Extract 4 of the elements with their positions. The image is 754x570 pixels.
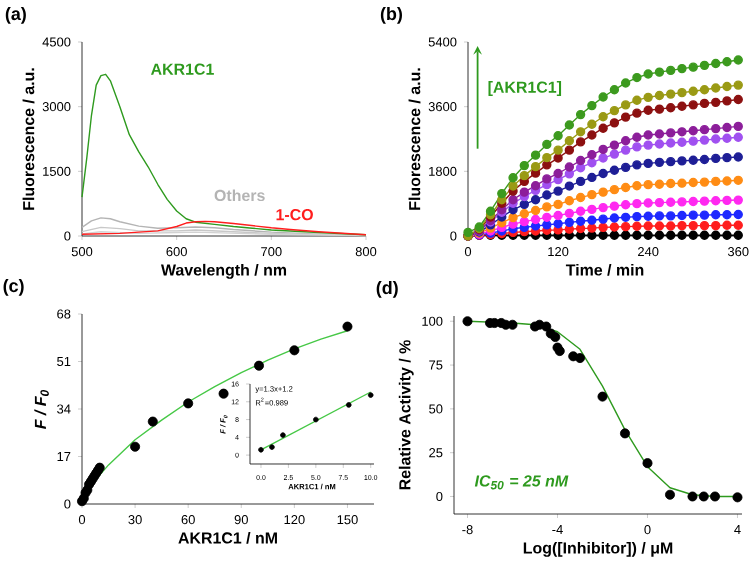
chart-title: (a) — [5, 6, 26, 24]
chart-title: (d) — [376, 280, 398, 298]
chart-title: (c) — [3, 278, 24, 296]
chart-title: (b) — [380, 6, 402, 24]
